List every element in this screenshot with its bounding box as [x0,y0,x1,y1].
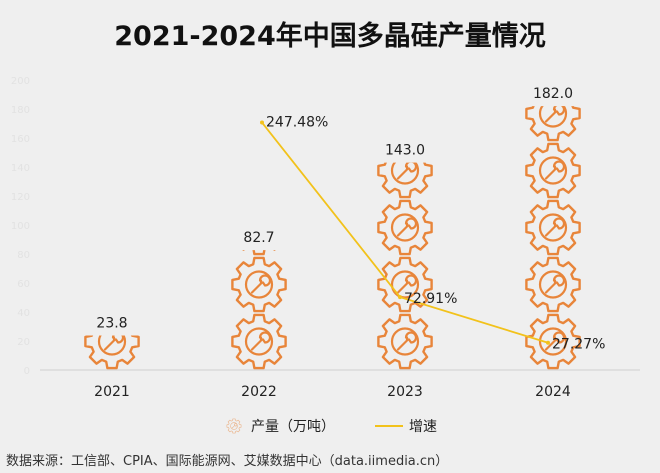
y-tick-label: 100 [11,221,30,232]
y-tick-label: 180 [11,105,30,116]
growth-value-label: 27.27% [552,337,605,353]
gear-wrench-icon [525,142,581,199]
chart-title: 2021-2024年中国多晶硅产量情况 [114,21,546,52]
gear-wrench-icon [231,250,287,256]
bar-2023[interactable] [377,144,433,370]
y-tick-label: 140 [11,163,30,174]
bar-2024[interactable] [525,87,581,370]
growth-value-label: 247.48% [266,115,328,131]
line-swatch [375,425,403,427]
gear-wrench-icon [377,199,433,256]
gear-wrench-icon [525,199,581,256]
gear-wrench-icon [231,256,287,313]
y-tick-label: 120 [11,192,30,203]
bar-value-label: 23.8 [96,315,127,331]
legend-item-growth[interactable]: 增速 [375,416,437,436]
y-tick-label: 80 [17,250,30,261]
legend-label: 增速 [409,419,437,435]
y-tick-label: 160 [11,134,30,145]
y-tick-label: 200 [11,76,30,87]
growth-value-label: 72.91% [404,291,457,307]
bar-value-label: 82.7 [243,230,274,246]
source-note: 数据来源：工信部、CPIA、国际能源网、艾媒数据中心（data.iimedia.… [6,454,449,469]
bar-value-label: 182.0 [533,86,573,102]
x-tick-label: 2023 [387,384,423,400]
legend-label: 产量（万吨） [251,419,335,435]
x-tick-label: 2024 [535,384,571,400]
legend-item-production[interactable]: 产量（万吨） [223,416,335,436]
legend: 产量（万吨） 增速 [0,416,660,436]
x-tick-label: 2022 [241,384,277,400]
bar-value-label: 143.0 [385,143,425,159]
x-tick-label: 2021 [94,384,130,400]
gear-wrench-icon [525,256,581,313]
y-tick-label: 40 [17,308,30,319]
gear-wrench-icon [226,418,242,434]
bar-2022[interactable] [231,201,287,370]
growth-point[interactable] [546,340,550,345]
y-tick-label: 0 [24,366,30,377]
growth-point[interactable] [260,120,264,125]
chart: 0 20 40 60 80 100 120 140 160 180 200 23.8 2021 82.7… [11,76,640,400]
y-tick-label: 20 [17,337,30,348]
gear-wrench-icon [231,313,287,370]
growth-point[interactable] [398,295,402,300]
y-tick-label: 60 [17,279,30,290]
gear-wrench-icon [377,313,433,370]
